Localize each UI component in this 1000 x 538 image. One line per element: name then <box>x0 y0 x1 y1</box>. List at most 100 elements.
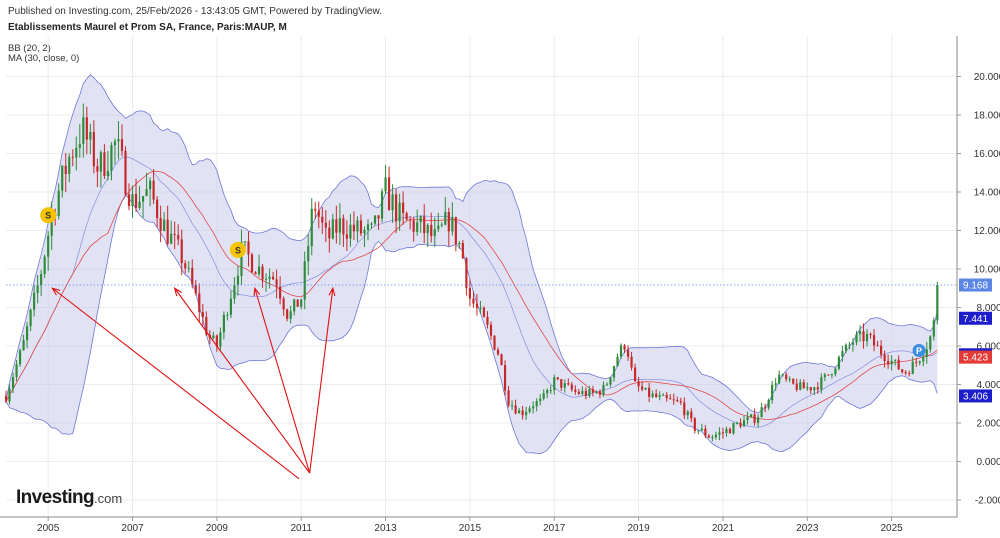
candle[interactable] <box>57 183 60 220</box>
candle[interactable] <box>75 136 78 171</box>
candle[interactable] <box>936 281 939 325</box>
candle[interactable] <box>532 401 535 414</box>
candle[interactable] <box>296 299 299 307</box>
candle[interactable] <box>317 201 320 229</box>
candle[interactable] <box>275 269 278 299</box>
dividend-marker[interactable]: S <box>40 207 57 224</box>
candle[interactable] <box>194 280 197 296</box>
candle[interactable] <box>778 370 781 385</box>
candle[interactable] <box>110 142 113 181</box>
candle[interactable] <box>163 211 166 232</box>
candle[interactable] <box>669 394 672 400</box>
candle[interactable] <box>215 334 218 352</box>
candle[interactable] <box>398 193 401 231</box>
candle[interactable] <box>307 233 310 276</box>
candle[interactable] <box>676 396 679 403</box>
candle[interactable] <box>851 338 855 352</box>
indicator-bollinger-label[interactable]: BB (20, 2) <box>8 43 51 54</box>
candle[interactable] <box>272 271 275 281</box>
candle[interactable] <box>138 186 141 210</box>
candle[interactable] <box>226 311 229 321</box>
candle[interactable] <box>472 291 475 308</box>
candle[interactable] <box>177 224 180 246</box>
candle[interactable] <box>644 387 647 391</box>
candle[interactable] <box>201 303 204 326</box>
candle[interactable] <box>771 380 774 404</box>
candle[interactable] <box>286 308 289 322</box>
candle[interactable] <box>352 211 356 240</box>
candle[interactable] <box>837 355 841 371</box>
candle[interactable] <box>68 153 71 183</box>
price-label[interactable]: 9.168 <box>959 278 992 292</box>
candle[interactable] <box>648 382 651 403</box>
candle[interactable] <box>584 387 587 400</box>
candle[interactable] <box>338 203 341 245</box>
candle[interactable] <box>423 204 426 244</box>
candle[interactable] <box>813 386 816 396</box>
candle[interactable] <box>8 384 11 405</box>
candle[interactable] <box>85 106 88 155</box>
candle[interactable] <box>475 294 479 316</box>
candle[interactable] <box>556 377 559 381</box>
candle[interactable] <box>823 372 826 382</box>
candle[interactable] <box>170 220 173 245</box>
candle[interactable] <box>581 386 584 396</box>
candle[interactable] <box>623 343 626 354</box>
candle[interactable] <box>321 206 324 234</box>
candle[interactable] <box>714 431 718 440</box>
candle[interactable] <box>468 279 471 307</box>
candle[interactable] <box>535 398 538 412</box>
candle[interactable] <box>721 427 725 439</box>
candle[interactable] <box>679 397 682 405</box>
candle[interactable] <box>131 185 134 218</box>
candle[interactable] <box>370 221 373 229</box>
candle[interactable] <box>89 123 92 155</box>
price-label[interactable]: 7.441 <box>959 311 992 325</box>
candle[interactable] <box>865 329 869 347</box>
candle[interactable] <box>605 382 609 386</box>
candle[interactable] <box>549 385 552 394</box>
candle[interactable] <box>184 260 187 274</box>
candle[interactable] <box>212 331 215 340</box>
candle[interactable] <box>99 150 102 188</box>
candle[interactable] <box>454 216 457 252</box>
candle[interactable] <box>219 327 222 352</box>
candle[interactable] <box>567 378 570 386</box>
candle[interactable] <box>595 390 598 394</box>
candle[interactable] <box>690 408 693 422</box>
candle[interactable] <box>250 252 254 274</box>
candle[interactable] <box>598 389 602 399</box>
candle[interactable] <box>753 408 756 426</box>
candle[interactable] <box>191 259 194 289</box>
candle[interactable] <box>570 381 573 392</box>
candle[interactable] <box>461 240 464 259</box>
candle[interactable] <box>412 216 415 242</box>
candle[interactable] <box>574 385 577 395</box>
candle[interactable] <box>437 212 440 232</box>
candle[interactable] <box>92 120 95 174</box>
candle[interactable] <box>198 283 201 323</box>
candle[interactable] <box>293 298 296 316</box>
candle[interactable] <box>426 223 429 248</box>
candle[interactable] <box>113 138 117 165</box>
candle[interactable] <box>503 360 507 396</box>
candle[interactable] <box>156 196 159 228</box>
candle[interactable] <box>788 376 791 383</box>
candle[interactable] <box>166 205 169 246</box>
candle[interactable] <box>827 374 830 376</box>
candle[interactable] <box>43 254 46 279</box>
candle[interactable] <box>539 394 542 406</box>
candle[interactable] <box>33 285 36 317</box>
candle[interactable] <box>802 379 805 389</box>
candle[interactable] <box>289 305 292 324</box>
candle[interactable] <box>834 367 837 377</box>
candle[interactable] <box>141 195 145 218</box>
candle[interactable] <box>525 406 528 420</box>
candle[interactable] <box>366 219 370 241</box>
candle[interactable] <box>742 415 746 427</box>
candle[interactable] <box>591 385 594 397</box>
candle[interactable] <box>795 378 798 392</box>
candle[interactable] <box>342 214 345 247</box>
candle[interactable] <box>331 213 334 240</box>
candle[interactable] <box>908 370 911 377</box>
